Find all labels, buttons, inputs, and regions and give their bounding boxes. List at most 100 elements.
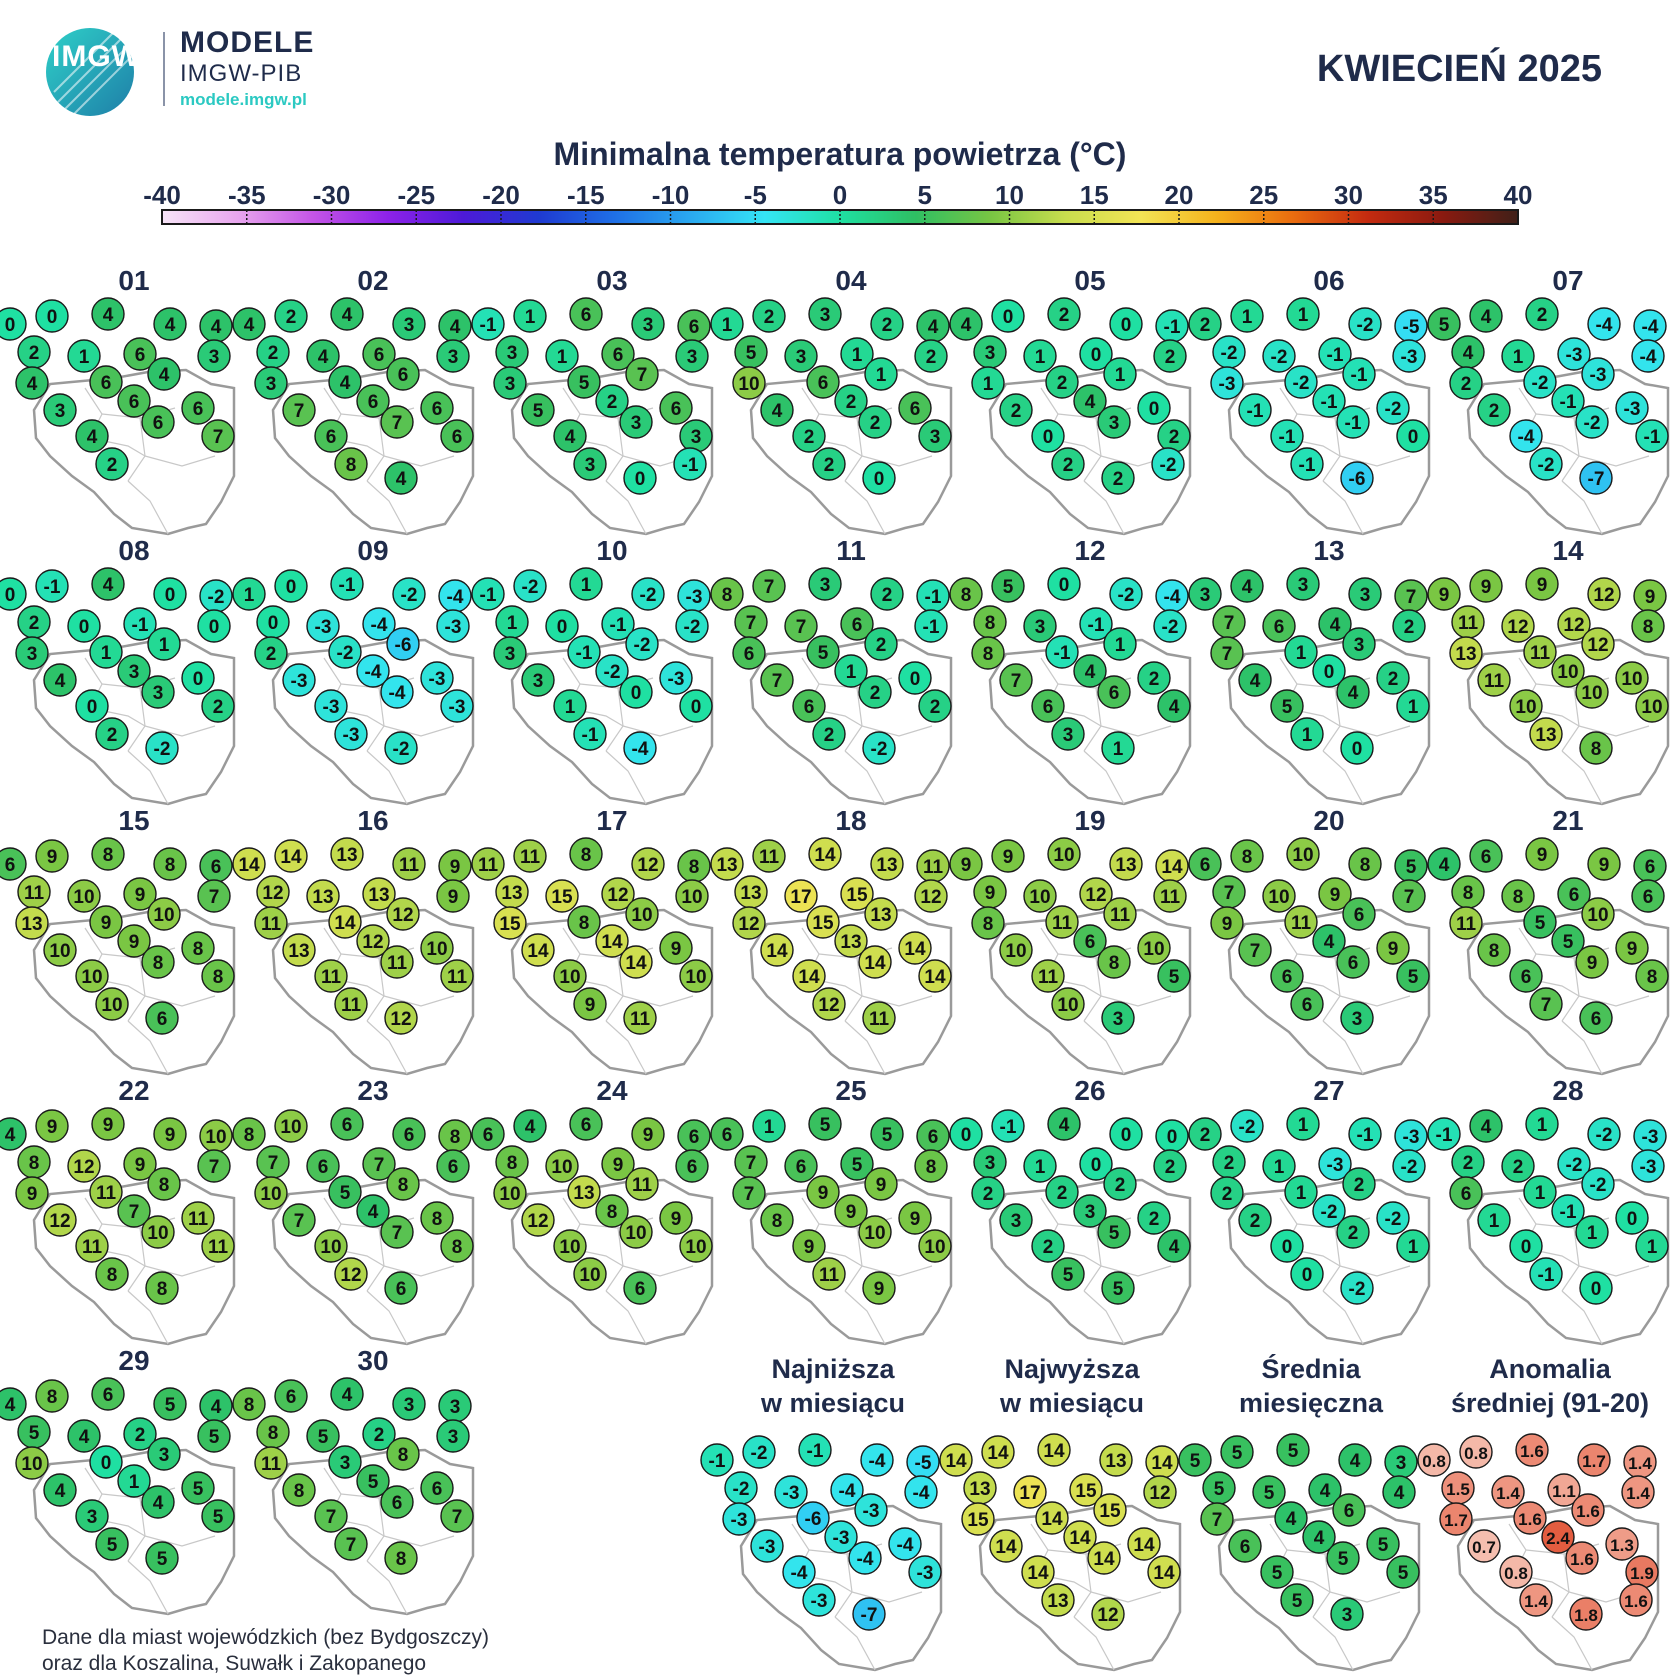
chart-title: Minimalna temperatura powietrza (°C) — [553, 136, 1127, 172]
station-marker — [1501, 339, 1535, 373]
station-value: 9 — [1627, 939, 1638, 960]
station-marker — [254, 636, 288, 670]
station-marker — [830, 1473, 864, 1507]
station-value: 5 — [820, 1115, 831, 1136]
station-value: 0 — [1591, 1279, 1602, 1300]
station-value: 4 — [342, 1385, 353, 1406]
station-marker — [732, 1176, 766, 1210]
station-value: -1 — [1164, 317, 1181, 338]
station-value: 0 — [165, 585, 176, 606]
station-marker — [1557, 877, 1591, 911]
station-value: 7 — [452, 1507, 463, 1528]
station-value: 10 — [1292, 845, 1313, 866]
station-value: -2 — [604, 662, 621, 683]
station-value: 4 — [1169, 697, 1180, 718]
station-value: 1.9 — [1630, 1564, 1654, 1583]
map-border — [1578, 995, 1650, 1007]
station-value: 7 — [637, 365, 648, 386]
station-value: 2 — [213, 697, 224, 718]
station-value: 3 — [1200, 585, 1211, 606]
station-value: -1 — [1560, 392, 1577, 413]
station-value: 9 — [985, 883, 996, 904]
station-marker — [796, 1501, 830, 1535]
station-marker — [1439, 1502, 1473, 1536]
station-value: 8 — [193, 939, 204, 960]
station-marker — [1338, 1443, 1372, 1477]
station-value: 14 — [1027, 1563, 1049, 1584]
station-value: 14 — [904, 939, 926, 960]
station-marker — [1340, 1001, 1374, 1035]
station-value: 12 — [1097, 1605, 1118, 1626]
station-marker — [274, 839, 308, 873]
station-value: 12 — [73, 1157, 94, 1178]
station-value: 6 — [1643, 887, 1654, 908]
station-value: -2 — [1596, 1125, 1613, 1146]
station-value: 8 — [926, 1157, 937, 1178]
station-marker — [1093, 1493, 1127, 1527]
day-label: 30 — [357, 1345, 388, 1376]
station-marker — [75, 419, 109, 453]
station-value: 5 — [193, 1479, 204, 1500]
station-value: 11 — [1456, 914, 1477, 935]
station-value: 2 — [824, 455, 835, 476]
station-marker — [1318, 337, 1352, 371]
station-value: 5 — [1282, 697, 1293, 718]
station-value: 8 — [1242, 847, 1253, 868]
map-border — [144, 1535, 216, 1547]
station-marker — [1392, 1149, 1426, 1183]
station-marker — [1469, 569, 1503, 603]
station-value: 12 — [920, 887, 941, 908]
station-value: 8 — [983, 644, 994, 665]
station-marker — [862, 731, 896, 765]
station-marker — [43, 1473, 77, 1507]
station-value: 5 — [579, 373, 590, 394]
station-value: 1.4 — [1496, 1484, 1520, 1503]
station-marker — [1342, 1167, 1376, 1201]
station-value: 14 — [1161, 857, 1183, 878]
station-value: 4 — [1330, 615, 1341, 636]
station-value: 6 — [689, 317, 700, 338]
station-marker — [1230, 569, 1264, 603]
station-marker — [752, 299, 786, 333]
station-marker — [1188, 307, 1222, 341]
station-value: 7 — [1224, 613, 1235, 634]
station-value: 10 — [205, 1127, 226, 1148]
station-value: 3 — [1354, 635, 1365, 656]
station-value: 12 — [637, 855, 658, 876]
station-marker — [1238, 1203, 1272, 1237]
station-value: 1 — [244, 585, 255, 606]
station-value: 9 — [613, 1155, 624, 1176]
station-marker — [1045, 365, 1079, 399]
station-value: 0 — [1324, 662, 1335, 683]
station-value: 2 — [1113, 469, 1124, 490]
station-marker — [1557, 607, 1591, 641]
station-marker — [380, 675, 414, 709]
map-border — [1561, 1020, 1603, 1075]
map-border — [127, 1560, 169, 1615]
station-marker — [999, 393, 1033, 427]
map-border — [622, 725, 694, 737]
station-marker — [420, 661, 454, 695]
station-marker — [1318, 1147, 1352, 1181]
station-marker — [362, 877, 396, 911]
station-marker — [908, 1555, 942, 1589]
station-marker — [573, 717, 607, 751]
station-marker — [67, 339, 101, 373]
station-value: 3 — [1342, 1605, 1353, 1626]
station-value: 11 — [632, 1175, 653, 1196]
station-marker — [493, 366, 527, 400]
station-marker — [631, 307, 665, 341]
logo-subtitle: IMGW-PIB — [180, 60, 303, 87]
station-marker — [806, 905, 840, 939]
station-value: 9 — [135, 885, 146, 906]
station-value: -1 — [1327, 345, 1344, 366]
station-marker — [1581, 627, 1615, 661]
map-border — [366, 750, 408, 805]
station-value: 13 — [716, 855, 737, 876]
station-value: 1 — [1242, 307, 1253, 328]
station-marker — [840, 877, 874, 911]
